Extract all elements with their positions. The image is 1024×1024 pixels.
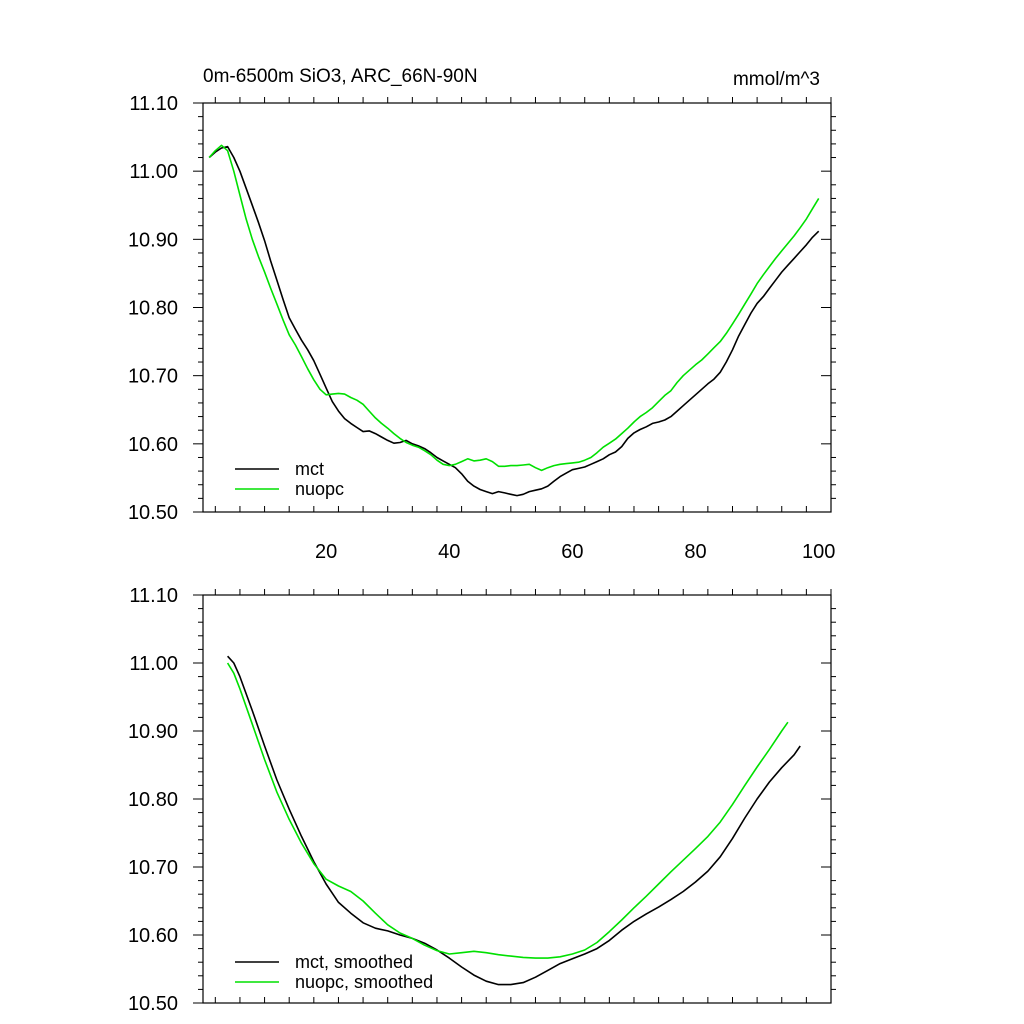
series-line-mct-smoothed (227, 655, 801, 986)
chart-title: 0m-6500m SiO3, ARC_66N-90N (203, 66, 478, 87)
y-tick-label: 10.70 (128, 366, 178, 388)
y-tick-label: 11.10 (129, 585, 178, 607)
y-tick-label: 11.10 (129, 93, 178, 115)
x-tick-label: 40 (438, 541, 460, 563)
units-label: mmol/m^3 (733, 69, 820, 90)
legend-label: mct, smoothed (295, 952, 413, 972)
series-line-nuopc (208, 144, 820, 472)
series-line-nuopc-smoothed (226, 662, 789, 959)
x-tick-label: 100 (802, 541, 835, 563)
x-tick-label: 60 (561, 541, 583, 563)
legend-label: mct (295, 459, 324, 479)
y-tick-label: 10.50 (128, 502, 178, 524)
x-tick-label: 20 (315, 541, 337, 563)
y-tick-label: 10.90 (128, 229, 178, 251)
y-tick-label: 10.60 (128, 434, 178, 456)
y-tick-label: 10.90 (128, 721, 178, 743)
y-tick-label: 11.00 (129, 653, 178, 675)
legend-label: nuopc (295, 479, 344, 499)
y-tick-label: 10.80 (128, 298, 178, 320)
plot-frame (202, 102, 832, 513)
y-tick-label: 10.60 (128, 925, 178, 947)
y-tick-label: 11.00 (129, 161, 178, 183)
y-tick-label: 10.80 (128, 789, 178, 811)
y-tick-label: 10.50 (128, 993, 178, 1015)
legend-label: nuopc, smoothed (295, 972, 433, 992)
x-tick-label: 80 (684, 541, 706, 563)
bottom-panel: 10.50 10.60 10.70 10.80 10.90 11.00 11.10 mct, … (128, 585, 836, 1015)
y-tick-label: 10.70 (128, 857, 178, 879)
top-panel: 10.50 10.60 10.70 10.80 10.90 11.00 11.10 20 40 6… (128, 93, 836, 563)
series-line-mct (208, 145, 820, 497)
